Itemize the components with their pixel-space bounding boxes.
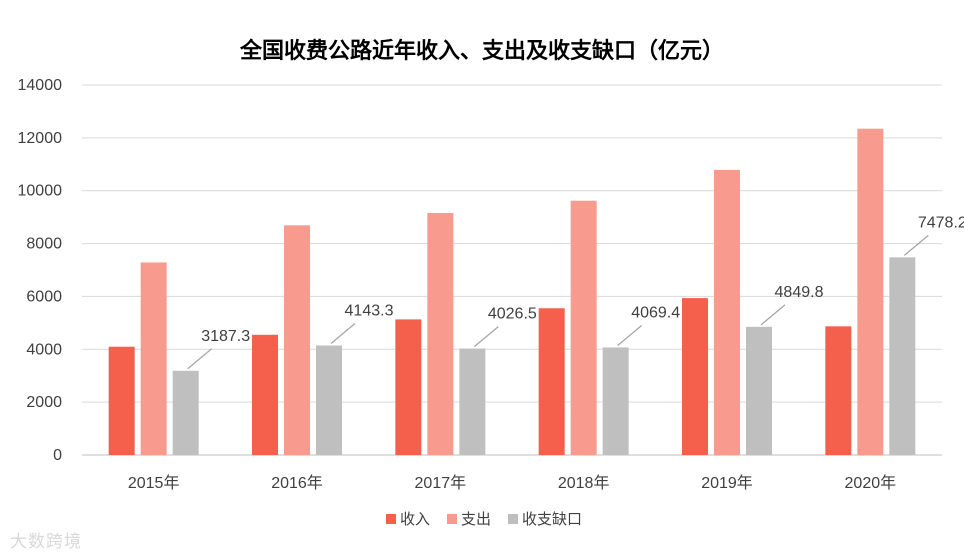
data-label: 4026.5 xyxy=(488,306,537,323)
legend-swatch xyxy=(386,514,396,524)
data-labels: 3187.3 4143.3 4026.5 4069.4 4849.8 7478.2 xyxy=(187,214,964,370)
bar-收支缺口-2016年 xyxy=(316,345,342,455)
bar-收入-2016年 xyxy=(252,334,278,455)
bar-收入-2015年 xyxy=(108,346,135,455)
bar-支出-2018年 xyxy=(570,200,597,455)
bar-收支缺口-2015年 xyxy=(172,370,199,455)
bars xyxy=(108,128,916,456)
data-label: 7478.2 xyxy=(918,214,964,231)
data-label-leader xyxy=(760,304,786,326)
x-tick-label: 2018年 xyxy=(558,474,610,492)
data-label-leader xyxy=(617,324,643,346)
x-axis: 2015年 2016年 2017年 2018年 2019年 2020年 xyxy=(128,474,896,492)
bar-支出-2017年 xyxy=(427,212,454,455)
bar-收入-2018年 xyxy=(538,308,565,455)
bar-支出-2020年 xyxy=(857,128,884,455)
bar-收支缺口-2019年 xyxy=(746,326,772,455)
legend-label: 收入 xyxy=(400,510,430,528)
data-label: 4069.4 xyxy=(631,304,680,321)
legend-swatch xyxy=(508,514,518,524)
data-label: 3187.3 xyxy=(201,328,250,345)
x-tick-label: 2015年 xyxy=(128,474,180,492)
y-tick-label: 6000 xyxy=(26,288,62,305)
bar-收入-2017年 xyxy=(395,319,422,455)
data-label-leader xyxy=(330,322,356,344)
bar-收支缺口-2017年 xyxy=(459,348,486,455)
x-tick-label: 2017年 xyxy=(415,474,467,492)
bar-收入-2019年 xyxy=(682,298,708,455)
data-label-leader xyxy=(187,348,213,370)
watermark: 大数跨境 xyxy=(10,532,82,552)
bar-收支缺口-2020年 xyxy=(889,257,916,455)
legend-label: 收支缺口 xyxy=(522,510,582,528)
y-tick-label: 8000 xyxy=(26,236,62,253)
y-tick-label: 10000 xyxy=(18,183,63,200)
y-tick-label: 0 xyxy=(53,447,62,464)
bar-支出-2019年 xyxy=(714,169,740,456)
data-label: 4143.3 xyxy=(345,302,394,319)
data-label: 4849.8 xyxy=(775,284,824,301)
y-axis: 0 2000 4000 6000 8000 10000 12000 14000 xyxy=(18,77,63,464)
bar-支出-2015年 xyxy=(140,262,167,455)
x-tick-label: 2019年 xyxy=(701,474,753,492)
legend-swatch xyxy=(447,514,457,524)
gridlines xyxy=(82,84,942,456)
legend-label: 支出 xyxy=(461,510,491,528)
chart-title: 全国收费公路近年收入、支出及收支缺口（亿元） xyxy=(239,38,724,64)
data-label-leader xyxy=(903,234,929,256)
y-tick-label: 14000 xyxy=(18,77,63,94)
bar-收入-2020年 xyxy=(825,326,852,455)
y-tick-label: 4000 xyxy=(26,341,62,358)
x-tick-label: 2020年 xyxy=(845,474,897,492)
bar-支出-2016年 xyxy=(284,225,310,455)
legend: 收入 支出 收支缺口 xyxy=(386,510,582,528)
bar-收支缺口-2018年 xyxy=(602,347,629,455)
data-label-leader xyxy=(473,326,499,348)
y-tick-label: 12000 xyxy=(18,130,63,147)
y-tick-label: 2000 xyxy=(26,394,62,411)
x-tick-label: 2016年 xyxy=(271,474,323,492)
